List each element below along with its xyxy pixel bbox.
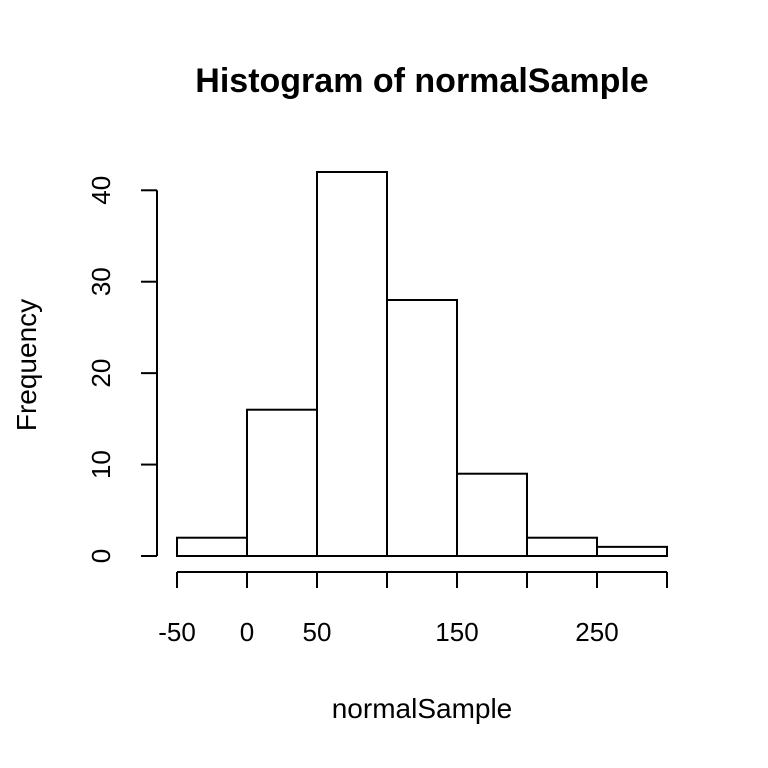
histogram-bar-2 [316,171,388,557]
chart-title: Histogram of normalSample [195,62,648,100]
x-tick-label: -50 [158,617,196,647]
x-axis: -50 0 50 150 250 [158,571,668,647]
histogram-bar-1 [246,408,318,558]
x-axis-label: normalSample [332,693,513,724]
y-tick-label: 0 [86,549,116,563]
y-tick-label: 30 [86,267,116,296]
x-tick-label: 150 [435,617,478,647]
y-axis-label: Frequency [11,299,42,431]
y-tick-label: 40 [86,176,116,205]
bars-group [176,171,668,558]
y-tick-label: 20 [86,359,116,388]
histogram-bar-5 [526,536,598,558]
x-tick-label: 250 [575,617,618,647]
x-tick-label: 50 [303,617,332,647]
y-axis: 0 10 20 30 40 [86,176,158,563]
histogram-bar-4 [456,472,528,558]
x-tick-label: 0 [240,617,254,647]
histogram-bar-3 [386,299,458,557]
y-tick-label: 10 [86,450,116,479]
histogram-bar-0 [176,536,248,558]
histogram-bar-6 [596,545,668,557]
